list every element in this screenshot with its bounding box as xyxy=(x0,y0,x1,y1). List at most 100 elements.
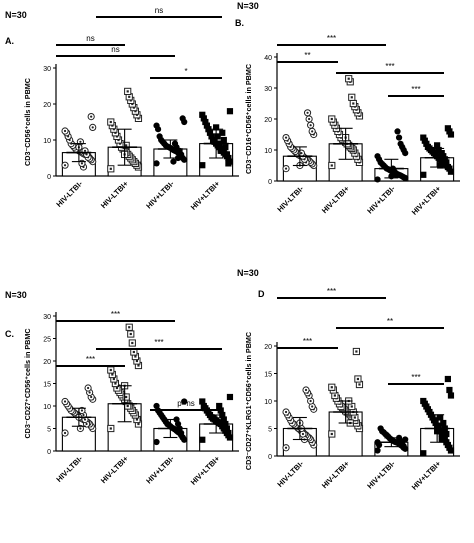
data-point xyxy=(223,151,230,158)
data-point xyxy=(395,134,403,141)
data-point-center xyxy=(284,136,288,139)
data-point-center xyxy=(135,359,139,363)
y-axis-label: CD3⁻CD27⁺CD56⁺cells in PBMC xyxy=(23,328,32,438)
data-point-center xyxy=(284,446,288,449)
data-point xyxy=(420,450,427,457)
data-point xyxy=(397,140,404,147)
data-point-center xyxy=(114,382,117,385)
x-tick-label: HIV+LTBI+ xyxy=(410,459,443,492)
data-point xyxy=(216,402,223,410)
significance-label: ** xyxy=(387,317,393,326)
chart-panel-3: N=30 C. 0 5 10 15 20 25 30 CD3⁻CD27⁺CD56⁺cells in… xyxy=(5,290,239,487)
data-point xyxy=(437,414,444,421)
data-point-center xyxy=(63,164,67,167)
y-tick-label: 30 xyxy=(43,314,51,321)
data-point-center xyxy=(330,432,333,436)
data-point xyxy=(209,136,217,144)
data-point-center xyxy=(131,341,134,345)
data-point-center xyxy=(309,399,312,403)
data-point-center xyxy=(350,405,353,408)
data-point xyxy=(421,137,428,144)
x-tick-label: HIV+LTBI+ xyxy=(189,454,222,487)
y-tick-label: 15 xyxy=(264,372,272,379)
x-tick-label: HIV-LTBI+ xyxy=(320,184,352,216)
data-point-center xyxy=(128,326,131,329)
data-point xyxy=(447,392,455,399)
y-tick-label: 20 xyxy=(43,359,51,366)
significance-label: * xyxy=(184,67,187,76)
data-point xyxy=(199,162,206,169)
y-tick-label: 0 xyxy=(268,454,272,461)
data-point-center xyxy=(306,111,309,114)
significance-label: *** xyxy=(411,85,420,94)
data-point-center xyxy=(311,405,314,408)
data-point xyxy=(420,171,427,178)
data-point-center xyxy=(137,364,140,367)
data-point-center xyxy=(83,149,87,152)
y-tick-label: 30 xyxy=(43,66,51,73)
data-point xyxy=(374,176,381,183)
data-point xyxy=(444,375,451,383)
x-tick-label: HIV-LTBI+ xyxy=(320,459,352,491)
significance-label: p=ns xyxy=(177,399,195,408)
data-point xyxy=(225,429,232,437)
data-point-center xyxy=(358,383,361,386)
data-point xyxy=(208,133,215,140)
data-point xyxy=(374,153,381,160)
significance-label: *** xyxy=(86,355,95,364)
data-point-center xyxy=(125,395,128,399)
data-point-center xyxy=(91,126,94,129)
data-point xyxy=(153,160,160,167)
data-point xyxy=(420,397,427,405)
data-point xyxy=(153,438,160,446)
data-point xyxy=(374,439,381,446)
data-point-center xyxy=(79,140,82,143)
data-point-center xyxy=(112,377,115,381)
data-point-center xyxy=(109,368,112,372)
data-point-center xyxy=(311,130,314,133)
x-tick-label: HIV+LTBI- xyxy=(144,454,176,486)
n-label: N=30 xyxy=(237,268,259,278)
data-point xyxy=(220,416,227,423)
data-point-center xyxy=(88,391,91,394)
n-label: N=30 xyxy=(5,290,27,300)
data-point-center xyxy=(80,162,84,165)
data-point-center xyxy=(126,90,129,93)
y-tick-label: 15 xyxy=(43,382,51,389)
data-point-center xyxy=(63,431,67,435)
data-point-center xyxy=(347,77,350,80)
data-point-center xyxy=(137,117,140,120)
data-point-center xyxy=(80,409,84,412)
x-tick-label: HIV+LTBI- xyxy=(365,184,397,216)
data-point xyxy=(181,398,188,405)
data-point-center xyxy=(330,386,333,389)
chart-panel-2: N=30 B. 0 10 20 30 40 CD3⁻CD16⁺CD56⁺cells in PB… xyxy=(235,1,460,217)
x-tick-label: HIV-LTBI- xyxy=(54,454,84,484)
data-point xyxy=(435,422,442,429)
data-point xyxy=(440,153,447,160)
data-point-center xyxy=(309,124,312,127)
chart-panel-4: N=30 D 0 5 10 15 20 CD3⁻CD27⁺KLRG1⁺CD56⁺cells i… xyxy=(237,268,460,492)
data-point-center xyxy=(112,128,115,131)
significance-label: *** xyxy=(327,34,336,43)
data-point-center xyxy=(129,332,132,336)
data-point xyxy=(199,398,206,405)
x-tick-label: HIV-LTBI- xyxy=(275,184,305,214)
data-point xyxy=(222,144,229,151)
data-point xyxy=(438,436,445,443)
data-point-center xyxy=(118,142,122,145)
data-point xyxy=(203,122,211,129)
data-point-center xyxy=(284,167,288,170)
data-point xyxy=(226,393,234,401)
data-point-center xyxy=(129,99,132,102)
significance-label: *** xyxy=(303,337,312,346)
panel-label: A. xyxy=(5,36,14,46)
significance-label: *** xyxy=(327,287,336,296)
y-tick-label: 20 xyxy=(264,117,272,124)
data-point xyxy=(206,129,214,136)
data-point-center xyxy=(109,120,112,124)
y-tick-label: 10 xyxy=(264,148,272,155)
data-point xyxy=(205,126,212,133)
data-point-center xyxy=(330,117,333,121)
